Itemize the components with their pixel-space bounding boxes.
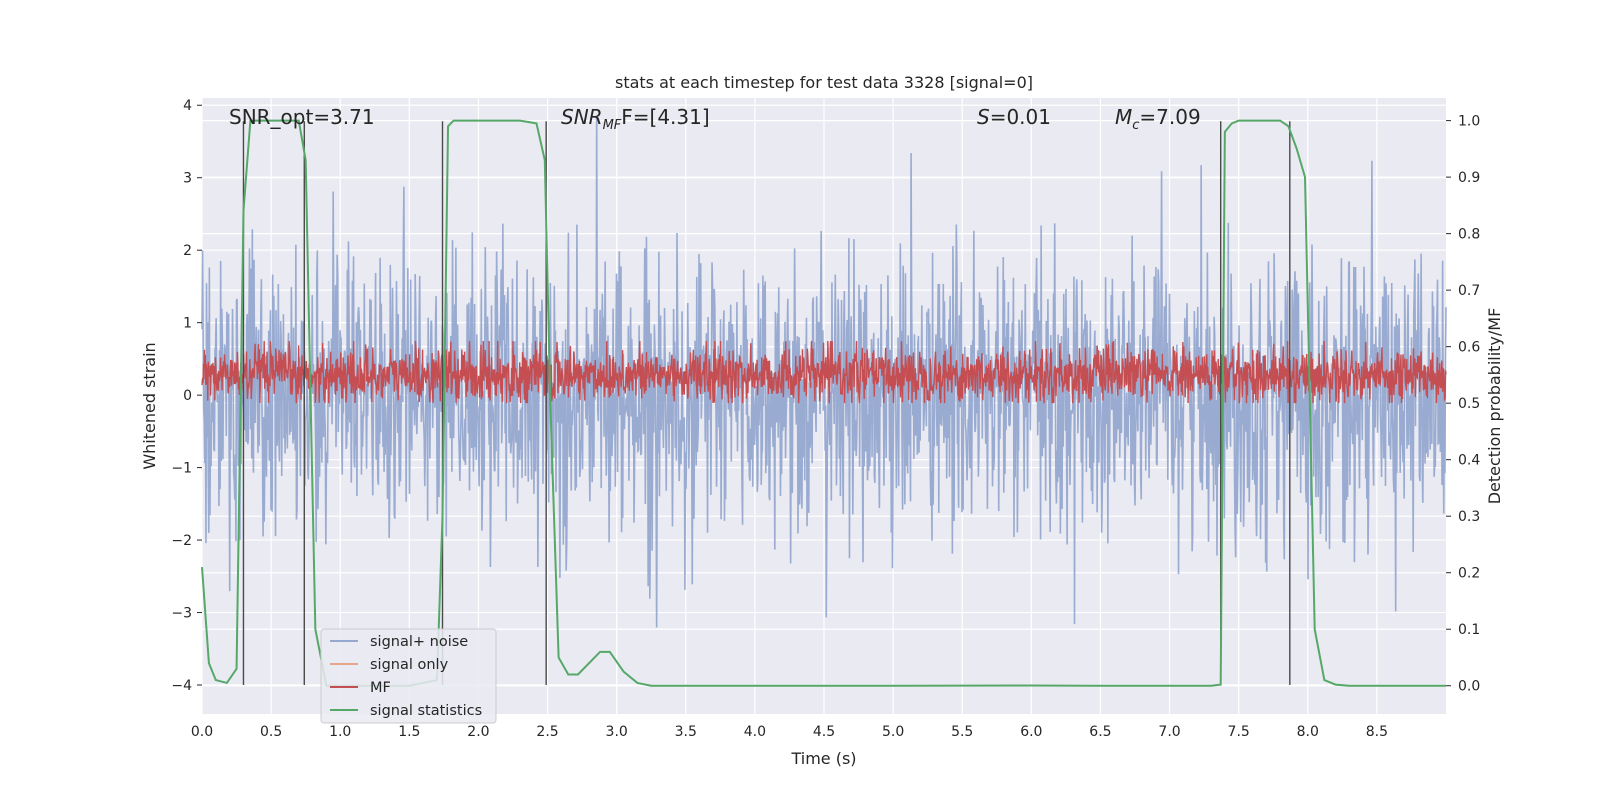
y-right-tick-label: 0.3 xyxy=(1458,509,1480,525)
y-right-tick-label: 0.6 xyxy=(1458,340,1480,356)
x-tick-label: 0.0 xyxy=(191,724,213,740)
x-tick-label: 8.0 xyxy=(1297,724,1319,740)
mf-line xyxy=(201,340,1447,404)
legend-label-signal-only: signal only xyxy=(370,657,449,673)
x-tick-label: 0.5 xyxy=(260,724,282,740)
legend-label-signal-statistics: signal statistics xyxy=(370,703,482,719)
x-tick-label: 7.0 xyxy=(1158,724,1180,740)
series-mf xyxy=(201,340,1447,404)
x-tick-label: 4.0 xyxy=(744,724,766,740)
annotation-snr-mf-rest: F=[4.31] xyxy=(621,105,709,129)
annotation-s: S=0.01 xyxy=(977,105,1051,129)
y-right-tick-label: 0.0 xyxy=(1458,679,1480,695)
x-tick-label: 5.0 xyxy=(882,724,904,740)
y-axis-label: Whitened strain xyxy=(140,342,159,469)
y-right-tick-label: 0.7 xyxy=(1458,283,1480,299)
series-signal-statistics xyxy=(201,119,1446,687)
y-tick-label: 1 xyxy=(183,316,192,332)
y-tick-label: 2 xyxy=(183,243,192,259)
annotation-snr-opt: SNR_opt=3.71 xyxy=(229,105,375,129)
y-right-tick-label: 0.2 xyxy=(1458,566,1480,582)
annotation-mc-main: M xyxy=(1115,105,1132,129)
annotation-snr-mf-main: SNR xyxy=(561,105,603,129)
legend: signal+ noise signal only MF signal stat… xyxy=(320,628,497,724)
y-right-tick-label: 1.0 xyxy=(1458,114,1480,130)
y-right-tick-label: 0.4 xyxy=(1458,453,1480,469)
y-tick-label: 0 xyxy=(183,388,192,404)
chart-title: stats at each timestep for test data 332… xyxy=(615,73,1033,92)
annotation-mc-rest: =7.09 xyxy=(1139,105,1200,129)
annotation-s-main: S xyxy=(977,105,990,129)
x-tick-label: 1.5 xyxy=(398,724,420,740)
y-right-tick-label: 0.1 xyxy=(1458,622,1480,638)
annotation-snr-mf: SNRMFF=[4.31] xyxy=(561,105,710,133)
y-tick-label: −2 xyxy=(171,533,192,549)
x-tick-label: 1.0 xyxy=(329,724,351,740)
x-tick-label: 6.5 xyxy=(1089,724,1111,740)
annotation-s-rest: =0.01 xyxy=(990,105,1051,129)
legend-label-signal-noise: signal+ noise xyxy=(370,634,468,650)
legend-box xyxy=(320,628,497,724)
x-tick-label: 3.5 xyxy=(675,724,697,740)
y-right-tick-label: 0.5 xyxy=(1458,396,1480,412)
x-tick-label: 8.5 xyxy=(1366,724,1388,740)
y-tick-label: 3 xyxy=(183,171,192,187)
x-tick-label: 3.0 xyxy=(606,724,628,740)
y-right-axis-label: Detection probability/MF xyxy=(1485,308,1504,505)
y-right-tick-label: 0.8 xyxy=(1458,227,1480,243)
x-tick-label: 7.5 xyxy=(1228,724,1250,740)
x-tick-label: 2.5 xyxy=(536,724,558,740)
annotation-mc-sub: c xyxy=(1132,118,1139,133)
annotation-snr-mf-sub: MF xyxy=(603,118,622,133)
x-axis-label: Time (s) xyxy=(790,749,856,768)
y-tick-labels: −4 −3 −2 −1 0 1 2 3 4 xyxy=(171,98,202,694)
signal-statistics-line xyxy=(201,119,1446,687)
x-tick-label: 6.0 xyxy=(1020,724,1042,740)
y-right-tick-label: 0.9 xyxy=(1458,170,1480,186)
x-tick-label: 5.5 xyxy=(951,724,973,740)
x-tick-label: 4.5 xyxy=(813,724,835,740)
annotation-mc: Mc=7.09 xyxy=(1115,105,1201,133)
x-tick-labels: 0.0 0.5 1.0 1.5 2.0 2.5 3.0 3.5 4.0 4.5 5.0 5.5 6.0 6… xyxy=(191,724,1388,740)
y-right-tick-labels: 0.0 0.1 0.2 0.3 0.4 0.5 0.6 0.7 0.8 0.9 1.0 xyxy=(1446,114,1480,695)
y-tick-label: −1 xyxy=(171,461,192,477)
y-tick-label: −3 xyxy=(171,606,192,622)
y-tick-label: −4 xyxy=(171,678,192,694)
legend-label-mf: MF xyxy=(370,680,391,696)
y-tick-label: 4 xyxy=(183,98,192,114)
x-tick-label: 2.0 xyxy=(467,724,489,740)
